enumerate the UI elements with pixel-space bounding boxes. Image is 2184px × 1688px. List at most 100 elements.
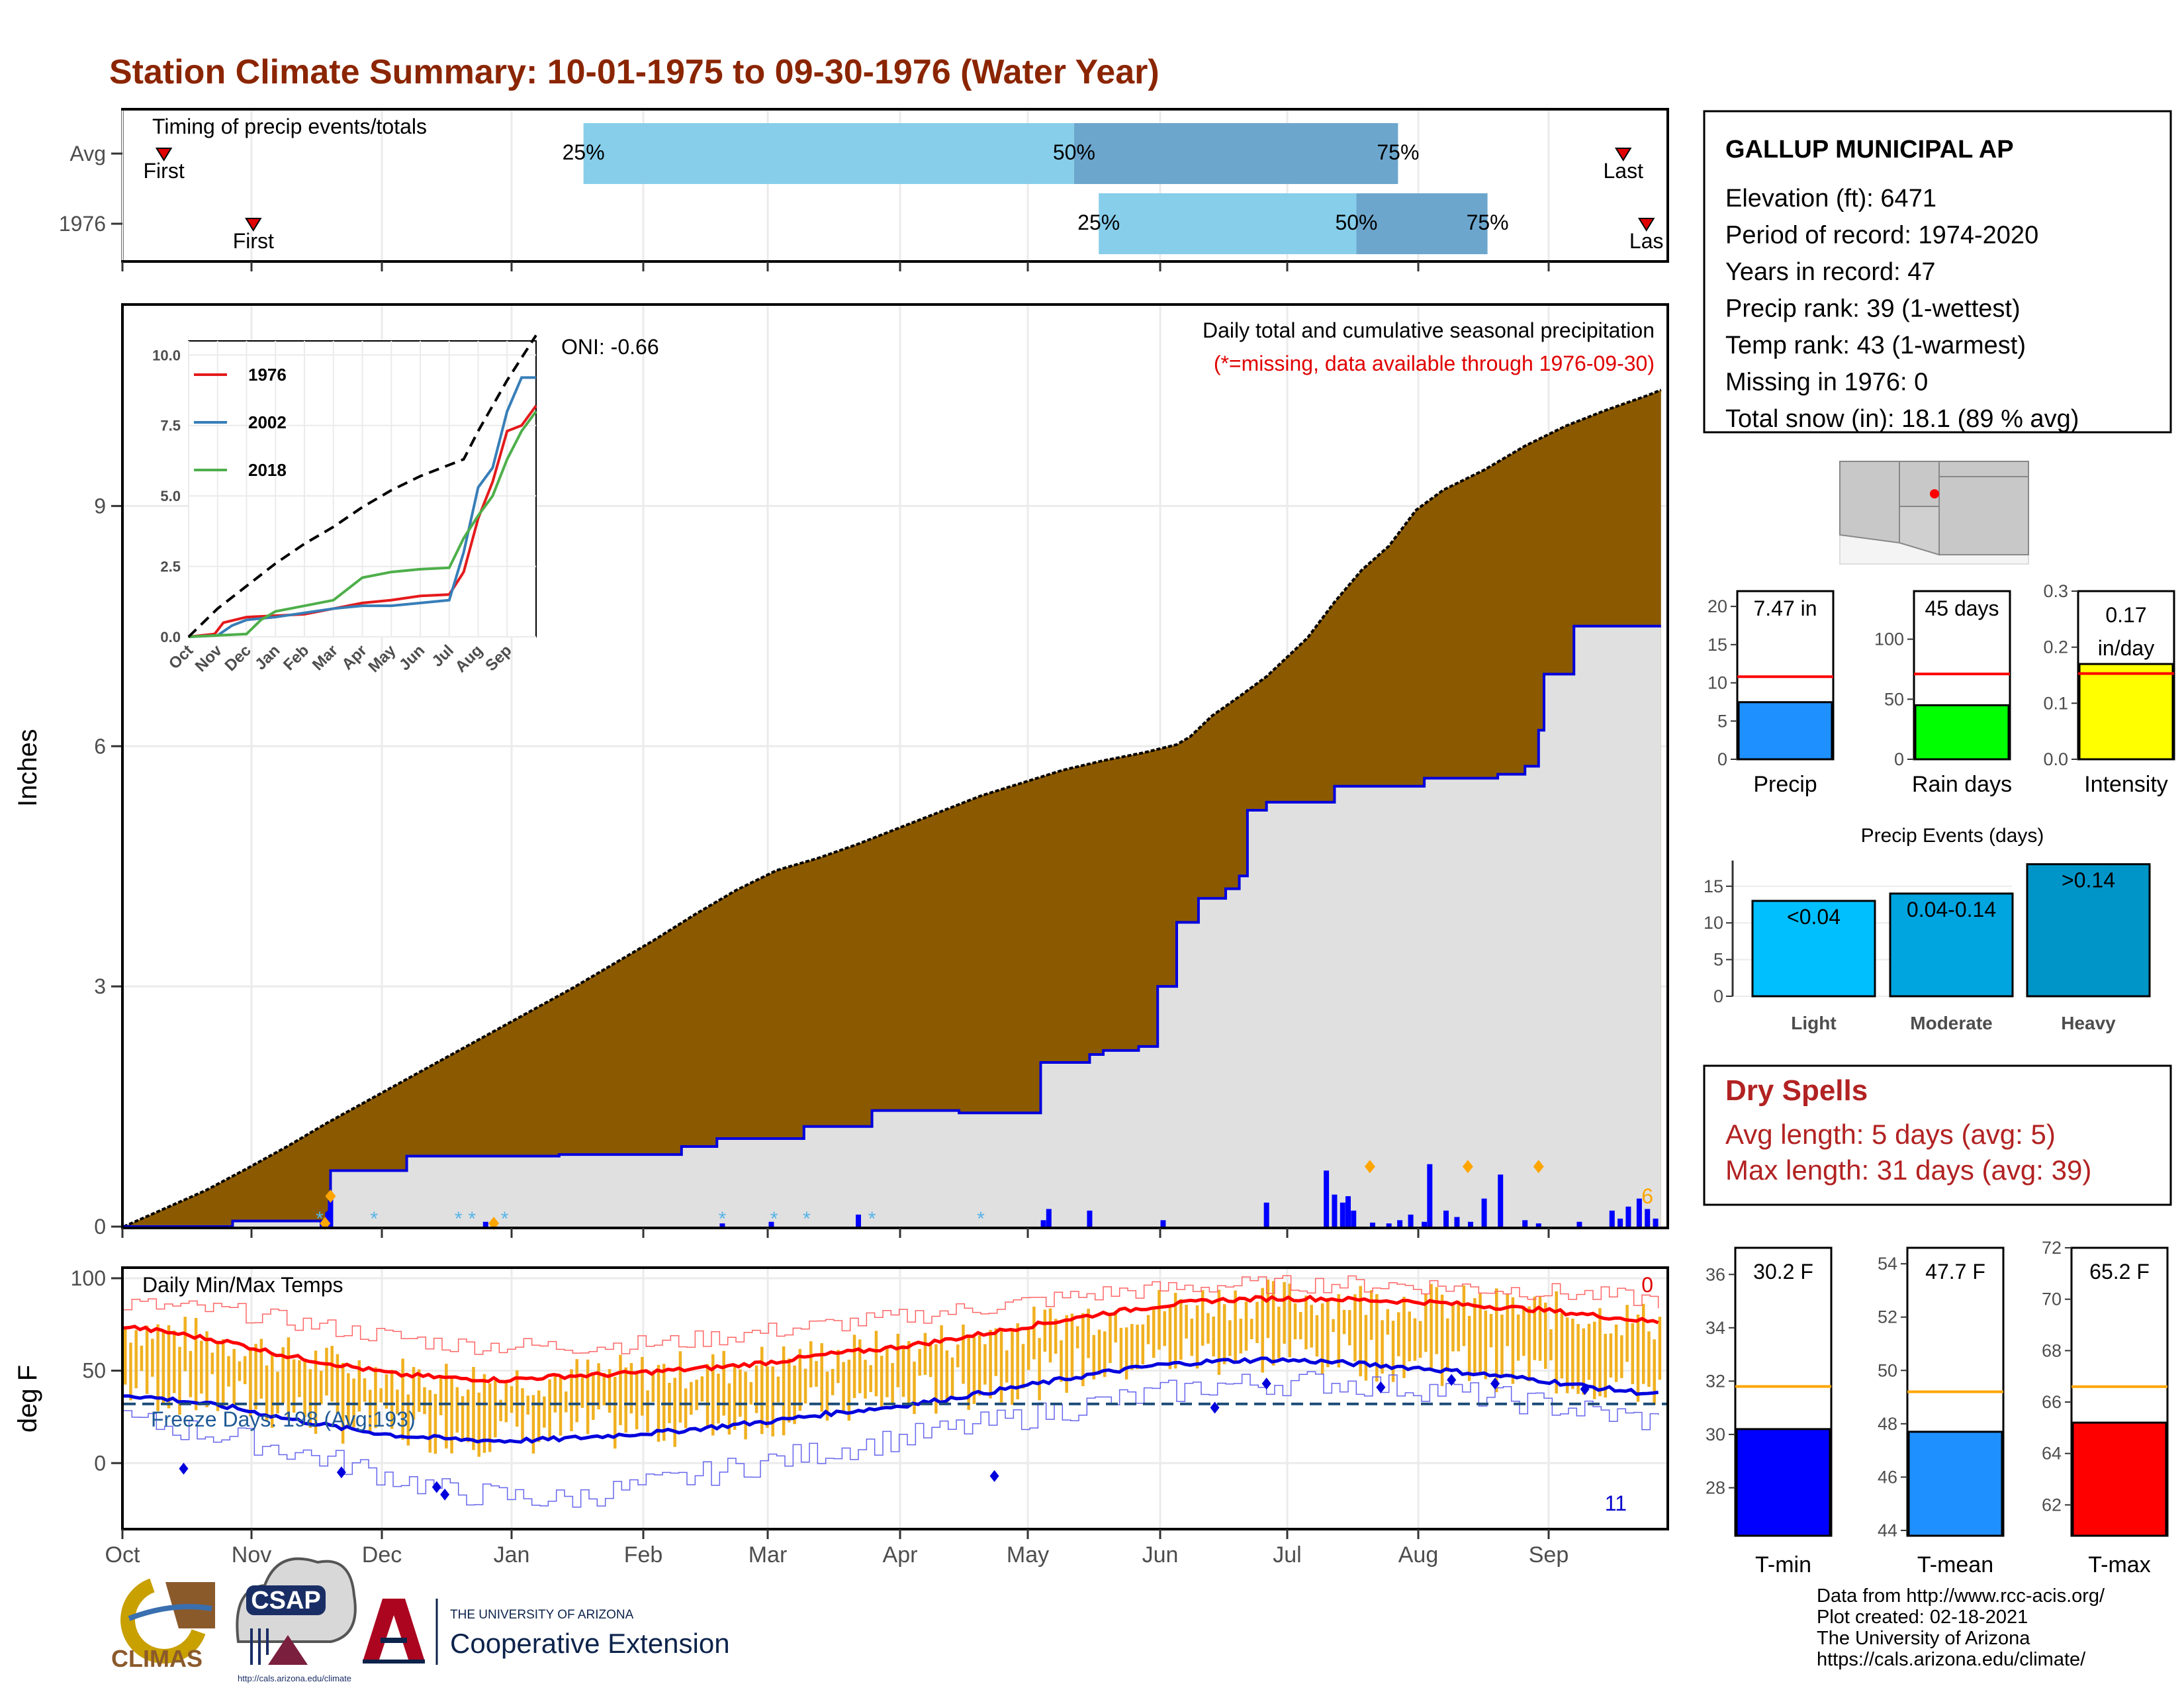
events-value-label: 0.04-0.14 <box>1907 898 1996 921</box>
first-marker <box>245 218 262 232</box>
month-label: Sep <box>1529 1542 1569 1568</box>
oni-label: ONI: -0.66 <box>561 335 659 359</box>
daily-temp-range-bar <box>776 1376 780 1403</box>
daily-temp-range-bar <box>1653 1339 1656 1405</box>
daily-temp-range-bar <box>1348 1310 1351 1346</box>
low-temp-marker <box>336 1466 346 1479</box>
daily-temp-range-bar <box>1103 1331 1107 1378</box>
summary-ytick-label: 5 <box>1717 711 1727 731</box>
heavy-event-marker <box>325 1190 336 1203</box>
daily-temp-range-bar <box>418 1369 421 1412</box>
temp-ytick-label: 50 <box>82 1359 106 1383</box>
daily-temp-range-bar <box>978 1335 981 1396</box>
daily-temp-range-bar <box>1021 1344 1025 1389</box>
daily-temp-range-bar <box>722 1350 725 1416</box>
daily-temp-range-bar <box>575 1359 578 1423</box>
events-value-label: <0.04 <box>1787 905 1841 929</box>
daily-temp-range-bar <box>357 1360 361 1412</box>
daily-temp-range-bar <box>227 1356 230 1387</box>
temp-bar-value-label: 65.2 F <box>2089 1260 2150 1284</box>
daily-temp-range-bar <box>1418 1321 1422 1358</box>
month-label: Apr <box>883 1542 918 1568</box>
daily-temp-range-bar <box>1565 1317 1569 1393</box>
daily-temp-range-bar <box>809 1341 813 1387</box>
daily-temp-range-bar <box>1375 1293 1379 1382</box>
events-bar <box>2026 863 2151 998</box>
daily-temp-range-bar <box>308 1369 312 1429</box>
daily-precip-bar <box>1481 1198 1487 1227</box>
daily-temp-range-bar <box>1386 1309 1390 1335</box>
daily-temp-range-bar <box>363 1378 367 1402</box>
daily-temp-range-bar <box>608 1369 612 1413</box>
dry-spells-avg: Avg length: 5 days (avg: 5) <box>1725 1119 2056 1150</box>
summary-bar-label: Rain days <box>1912 772 2012 797</box>
timing-pct-label: 50% <box>1335 211 1377 234</box>
daily-temp-range-bar <box>156 1324 159 1411</box>
precip-ytick-label: 0 <box>94 1215 106 1239</box>
dry-spells-title: Dry Spells <box>1725 1074 1868 1107</box>
daily-temp-range-bar <box>1332 1319 1335 1333</box>
daily-temp-range-bar <box>1489 1313 1493 1348</box>
daily-temp-range-bar <box>1582 1328 1586 1395</box>
daily-temp-range-bar <box>880 1356 884 1409</box>
summary-ytick-label: 0 <box>1717 749 1727 769</box>
daily-temp-range-bar <box>548 1379 551 1438</box>
summary-value-label: 45 days <box>1925 596 1999 620</box>
daily-precip-bar <box>1408 1214 1414 1227</box>
last-marker <box>1637 218 1655 232</box>
daily-temp-range-bar <box>950 1357 954 1399</box>
daily-temp-range-bar <box>1005 1350 1009 1383</box>
daily-temp-range-bar <box>635 1372 639 1430</box>
daily-temp-range-bar <box>1457 1300 1460 1352</box>
daily-temp-range-bar <box>837 1350 840 1383</box>
daily-temp-range-bar <box>967 1335 970 1410</box>
daily-temp-range-bar <box>592 1375 595 1420</box>
summary-bar-label: Precip <box>1753 772 1817 797</box>
inset-legend-label: 1976 <box>248 365 287 385</box>
daily-temp-range-bar <box>1185 1305 1188 1338</box>
daily-temp-range-bar <box>803 1368 807 1404</box>
daily-temp-range-bar <box>1636 1314 1640 1402</box>
heavy-event-marker <box>1533 1160 1544 1174</box>
last-label: Last <box>1603 159 1643 183</box>
daily-precip-bar <box>1386 1223 1392 1227</box>
temp-bar-ytick-label: 32 <box>1706 1371 1725 1391</box>
daily-temp-range-bar <box>1293 1303 1297 1340</box>
daily-temp-range-bar <box>1206 1313 1210 1344</box>
daily-temp-range-bar <box>1190 1318 1194 1356</box>
daily-temp-range-bar <box>499 1399 502 1421</box>
first-label: First <box>144 159 185 183</box>
low-temp-marker <box>179 1462 189 1475</box>
daily-temp-range-bar <box>249 1348 252 1417</box>
daily-temp-range-bar <box>1560 1313 1564 1379</box>
daily-temp-range-bar <box>461 1396 465 1440</box>
daily-temp-range-bar <box>565 1391 568 1413</box>
missing-asterisk: * <box>719 1208 727 1230</box>
missing-asterisk: * <box>455 1208 463 1230</box>
missing-asterisk: * <box>868 1208 876 1230</box>
daily-temp-range-bar <box>433 1393 437 1454</box>
timing-bar-25-50 <box>1099 193 1357 254</box>
daily-temp-range-bar <box>134 1330 138 1389</box>
daily-temp-range-bar <box>684 1388 688 1429</box>
daily-precip-bar <box>328 1198 334 1227</box>
daily-temp-range-bar <box>1614 1324 1618 1382</box>
daily-precip-bar <box>1263 1202 1269 1227</box>
daily-temp-range-bar <box>1435 1287 1439 1354</box>
daily-precip-bar <box>1427 1164 1433 1227</box>
month-label: Dec <box>362 1542 402 1568</box>
timing-row-label: 1976 <box>59 212 106 236</box>
daily-temp-range-bar <box>1549 1329 1553 1361</box>
daily-precip-bar <box>1340 1202 1345 1227</box>
daily-temp-range-bar <box>412 1367 416 1420</box>
events-bar <box>1889 892 2014 998</box>
daily-temp-range-bar <box>1631 1323 1635 1385</box>
month-label: Jan <box>494 1542 530 1568</box>
daily-temp-range-bar <box>200 1340 203 1394</box>
obs-cumulative-area <box>124 626 1661 1227</box>
daily-temp-range-bar <box>145 1325 149 1394</box>
daily-temp-range-bar <box>1424 1293 1428 1352</box>
daily-temp-range-bar <box>1359 1286 1362 1377</box>
month-label: May <box>1007 1542 1049 1568</box>
daily-precip-bar <box>1160 1220 1166 1227</box>
